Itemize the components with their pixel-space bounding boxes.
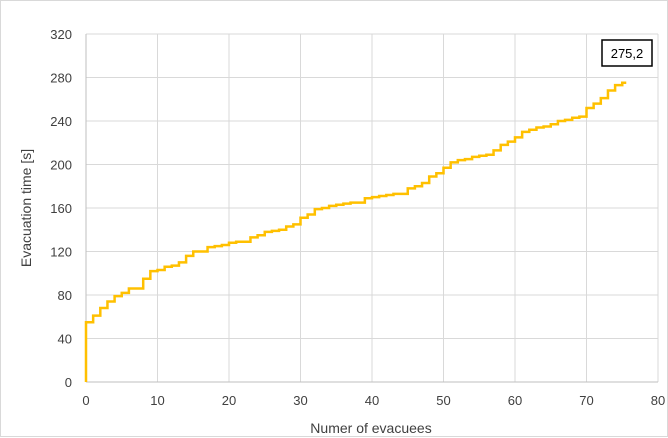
x-tick-label: 80 [651, 393, 665, 408]
x-tick-label: 30 [293, 393, 307, 408]
annotation-callout: 275,2 [601, 39, 653, 67]
y-axis-title: Evacuation time [s] [18, 149, 34, 267]
x-tick-label: 40 [365, 393, 379, 408]
x-tick-label: 0 [82, 393, 89, 408]
y-tick-label: 120 [50, 245, 72, 260]
y-tick-label: 40 [58, 332, 72, 347]
x-tick-label: 70 [579, 393, 593, 408]
y-tick-label: 200 [50, 158, 72, 173]
series-step-line [84, 81, 627, 382]
x-tick-label: 50 [436, 393, 450, 408]
grid [85, 33, 659, 383]
x-tick-label: 10 [150, 393, 164, 408]
x-tick-label: 20 [222, 393, 236, 408]
y-tick-label: 320 [50, 27, 72, 42]
y-tick-label: 240 [50, 114, 72, 129]
y-tick-label: 0 [65, 375, 72, 390]
y-tick-label: 160 [50, 201, 72, 216]
annotation-label: 275,2 [611, 46, 644, 61]
y-tick-label: 280 [50, 71, 72, 86]
tick-labels: 0 40 80 120 160 200 240 280 320 0 10 20 30 40 50 60 70 80 [50, 27, 665, 408]
x-axis-title: Numer of evacuees [310, 420, 431, 436]
y-tick-label: 80 [58, 288, 72, 303]
annotation-box [601, 39, 653, 67]
series [84, 81, 627, 382]
x-tick-label: 60 [508, 393, 522, 408]
